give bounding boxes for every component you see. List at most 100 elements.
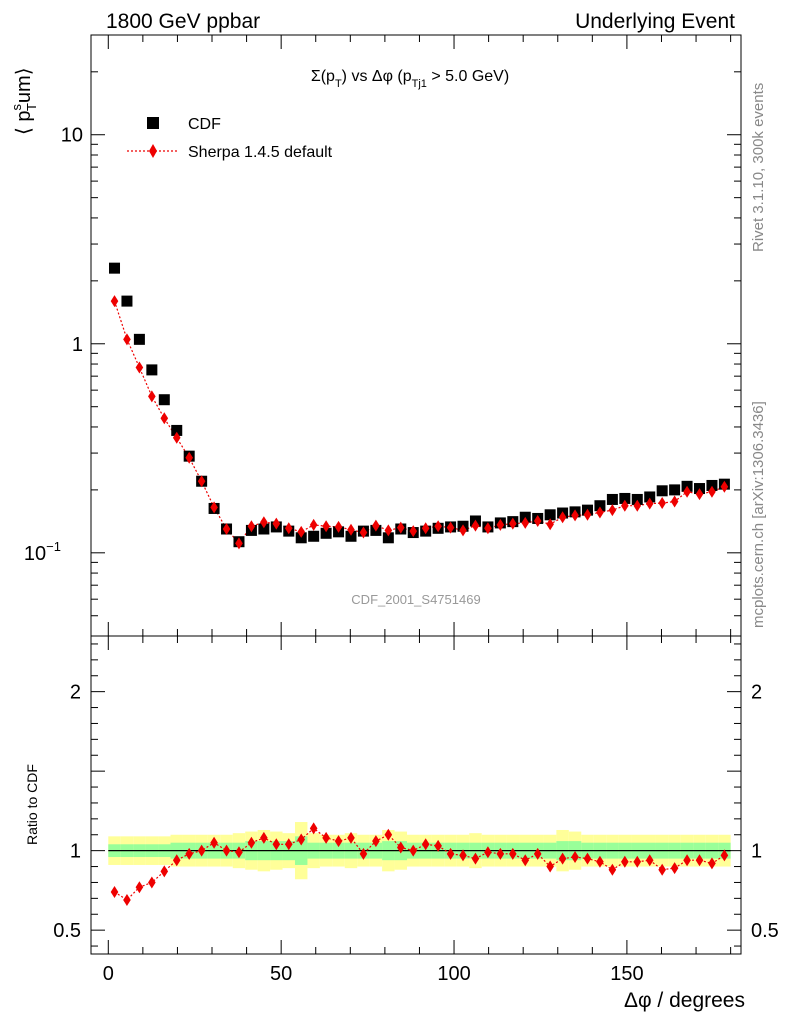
rivet-label: Rivet 3.1.10, 300k events (750, 83, 767, 252)
ratio-data-point (334, 835, 343, 848)
legend-cdf-marker (147, 117, 159, 129)
ratio-data-point (272, 838, 281, 851)
mc-data-point (633, 499, 642, 512)
analysis-watermark: CDF_2001_S4751469 (351, 592, 480, 607)
ratio-data-point (558, 852, 567, 865)
ratio-data-point (235, 846, 243, 859)
mc-data-point (260, 516, 268, 529)
ylabel-sup: s (9, 104, 24, 111)
ratio-data-point (658, 863, 666, 876)
ratio-data-point (322, 831, 330, 844)
mc-data-point (396, 521, 405, 534)
mc-data-point (197, 475, 206, 488)
ratio-data-point (260, 831, 268, 844)
ratio-data-point (185, 847, 193, 860)
ratio-data-point (621, 855, 629, 868)
ratio-ylabel: Ratio to CDF (24, 764, 40, 845)
mc-data-point (571, 509, 579, 522)
ratio-data-point (421, 838, 430, 851)
mc-data-point (683, 485, 691, 498)
cdf-data-point (669, 484, 681, 496)
mc-data-point (135, 361, 144, 374)
mc-data-point (484, 522, 492, 535)
mc-data-point (172, 431, 181, 444)
cdf-data-point (308, 530, 320, 542)
ratio-data-point (459, 849, 467, 862)
x-tick-label: 150 (610, 963, 643, 985)
cdf-data-point (656, 485, 668, 497)
ratio-data-point (372, 835, 380, 848)
ratio-data-point (309, 822, 318, 835)
cdf-data-point (544, 509, 556, 521)
ratio-data-point (284, 838, 293, 851)
mc-data-point (434, 520, 442, 533)
header-right: Underlying Event (575, 10, 735, 33)
ratio-data-point (135, 881, 144, 894)
ratio-data-point (509, 847, 517, 860)
cdf-data-point (121, 295, 133, 307)
ratio-data-point (222, 844, 231, 857)
main-ylabel: ⟨ psTum⟩ (9, 67, 39, 135)
ratio-data-point (484, 846, 492, 859)
mc-data-point (695, 488, 704, 501)
ratio-data-point (608, 863, 617, 876)
title-cut: > 5.0 GeV) (427, 68, 509, 85)
mc-data-point (210, 501, 218, 514)
x-tick-label: 0 (103, 963, 114, 985)
x-tick-label: 50 (270, 963, 292, 985)
cdf-data-point (706, 479, 718, 491)
mc-data-point (521, 516, 530, 529)
mc-data-point (160, 412, 169, 425)
ratio-data-point (347, 831, 355, 844)
cdf-data-point (606, 493, 618, 505)
ratio-y-label-right: 1 (751, 841, 762, 863)
mc-data-point (558, 511, 567, 524)
mc-data-point (645, 497, 654, 510)
mc-data-point (496, 518, 505, 531)
main-axis-ticks: 10 1 10−1 (24, 34, 741, 637)
mc-data-point (309, 518, 318, 531)
cdf-data-point (320, 527, 332, 539)
cdf-data-point (631, 493, 643, 505)
ratio-data-point (645, 854, 654, 867)
legend-mc-label: Sherpa 1.4.5 default (188, 144, 333, 161)
ratio-data-point (695, 854, 704, 867)
cdf-data-point (594, 500, 606, 512)
ratio-data-point (571, 851, 579, 864)
mc-data-point (247, 520, 256, 533)
ratio-y-label-left: 1 (70, 841, 81, 863)
y-tick-label: 1 (72, 334, 83, 356)
legend-mc-marker (149, 144, 157, 158)
mc-data-point (284, 522, 293, 535)
ylabel-a: ⟨ p (13, 111, 35, 135)
ratio-data-point (471, 852, 480, 865)
mc-data-point (708, 485, 716, 498)
ratio-data-point (434, 839, 442, 852)
cdf-data-point (158, 394, 170, 406)
ylabel-sub: T (24, 103, 39, 111)
plot-title: Σ(pT) vs Δφ (pTj1 > 5.0 GeV) (311, 68, 509, 90)
cdf-data-point (146, 364, 158, 376)
ylabel-b: um⟩ (13, 67, 35, 103)
ratio-data-point (546, 860, 554, 873)
ratio-data-point (110, 885, 119, 898)
y-tick-label: 10−1 (24, 539, 61, 565)
mc-data-point (272, 517, 281, 530)
ratio-data-point (247, 836, 256, 849)
x-axis-label: Δφ / degrees (624, 989, 745, 1012)
mc-data-point (583, 508, 592, 521)
ratio-data-point (521, 854, 530, 867)
ratio-data-point (384, 828, 393, 841)
ratio-data-point (396, 841, 405, 854)
ratio-data-point (583, 852, 592, 865)
mc-data-point (297, 525, 306, 538)
mc-data-point (110, 295, 119, 308)
ratio-data-point (683, 854, 691, 867)
cdf-data-point (171, 424, 183, 436)
ratio-data-point (533, 847, 542, 860)
ratio-data-point (297, 833, 306, 846)
mc-data-point (123, 333, 131, 346)
mc-data-point (148, 390, 156, 403)
mc-data-point (359, 526, 368, 539)
mc-data-point (546, 518, 554, 531)
